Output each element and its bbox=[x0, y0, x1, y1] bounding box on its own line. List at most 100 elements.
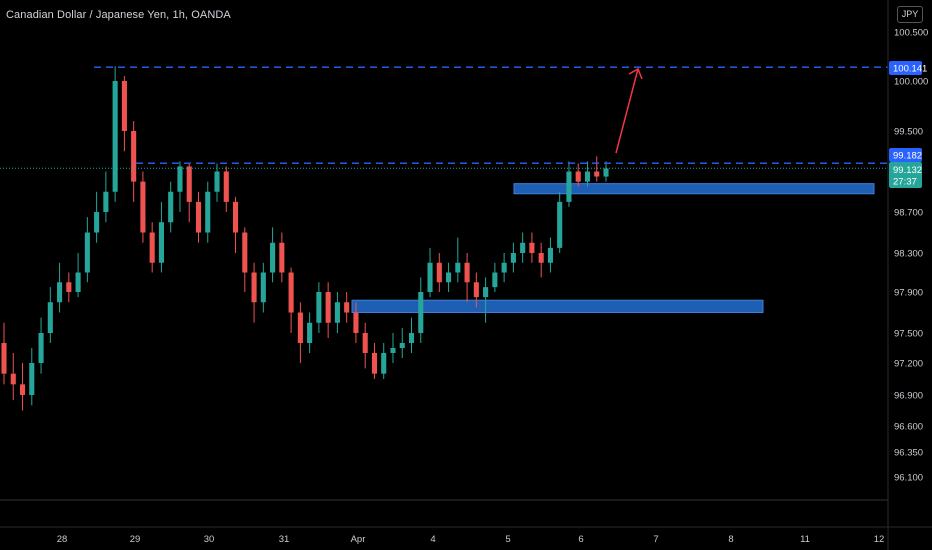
candle-body bbox=[103, 191, 109, 212]
candle-body bbox=[214, 171, 220, 192]
price-badges: 100.141 99.182 99.132 27:37 bbox=[889, 61, 927, 188]
candle-body bbox=[232, 201, 239, 233]
candle-body bbox=[279, 242, 285, 273]
candle-body bbox=[140, 181, 146, 233]
candle-body bbox=[38, 333, 44, 363]
candle-body bbox=[529, 242, 535, 253]
time-tick-label: 28 bbox=[57, 534, 68, 545]
time-tick-label: 11 bbox=[800, 534, 810, 545]
candle-body bbox=[584, 171, 591, 182]
red-arrow-annotation bbox=[615, 67, 643, 154]
candle-body bbox=[557, 201, 563, 248]
candle-body bbox=[29, 363, 35, 395]
candle-body bbox=[316, 292, 322, 323]
price-tick-label: 96.900 bbox=[894, 391, 923, 402]
candle-body bbox=[205, 191, 211, 233]
candle-body bbox=[538, 253, 544, 263]
price-tick-label: 100.000 bbox=[894, 77, 928, 88]
candle-body bbox=[510, 253, 516, 263]
price-tick-label: 97.900 bbox=[894, 288, 923, 299]
currency-button[interactable]: JPY bbox=[897, 6, 923, 23]
price-tick-label: 99.500 bbox=[894, 127, 923, 138]
candle-body bbox=[603, 168, 609, 177]
candle-body bbox=[94, 212, 100, 233]
candle-body bbox=[501, 262, 507, 273]
time-tick-label: 31 bbox=[279, 534, 290, 545]
candle-body bbox=[325, 292, 331, 323]
candle-body bbox=[223, 171, 229, 202]
candle-body bbox=[353, 312, 359, 333]
high-level-badge bbox=[889, 61, 922, 75]
candle-body bbox=[149, 232, 155, 263]
candle-body bbox=[307, 322, 313, 343]
resistance-level-badge-text: 99.182 bbox=[893, 151, 922, 162]
candle-body bbox=[334, 302, 340, 323]
candle-body bbox=[399, 343, 405, 348]
candle-body bbox=[186, 166, 192, 202]
candle-body bbox=[520, 242, 526, 253]
candle-body bbox=[408, 333, 415, 343]
candle-body bbox=[251, 272, 257, 303]
candle-body bbox=[418, 292, 424, 333]
candle-body bbox=[464, 262, 470, 283]
time-tick-label: 5 bbox=[505, 534, 510, 545]
price-tick-label: 97.200 bbox=[894, 359, 923, 370]
arrow-head bbox=[628, 67, 643, 80]
candle-body bbox=[242, 232, 248, 273]
candle-body bbox=[390, 348, 396, 353]
candle-body bbox=[158, 222, 164, 263]
candle-body bbox=[112, 81, 118, 192]
price-tick-label: 97.500 bbox=[894, 329, 923, 340]
candle-body bbox=[371, 353, 378, 374]
time-tick-label: 30 bbox=[204, 534, 215, 545]
candle-body bbox=[177, 166, 183, 192]
support-zone bbox=[351, 299, 764, 314]
candle-body bbox=[381, 353, 387, 374]
symbol-title: Canadian Dollar / Japanese Yen, 1h, OAND… bbox=[6, 9, 231, 21]
candle-body bbox=[195, 201, 202, 233]
high-level-badge-text: 100.141 bbox=[893, 64, 927, 75]
candle-body bbox=[427, 262, 433, 292]
price-tick-label: 100.500 bbox=[894, 28, 928, 39]
candle-body bbox=[446, 272, 452, 283]
time-tick-label: 7 bbox=[653, 534, 658, 545]
candle-body bbox=[566, 171, 572, 202]
price-tick-label: 96.350 bbox=[894, 448, 923, 459]
candle-body bbox=[19, 384, 26, 395]
candle-body bbox=[260, 272, 266, 303]
candle-body bbox=[362, 333, 368, 353]
candle-body bbox=[436, 262, 442, 283]
time-axis[interactable]: 28 29 30 31 Apr 4 5 6 7 8 11 12 bbox=[57, 534, 885, 545]
candle-body bbox=[297, 312, 303, 343]
level-lines bbox=[94, 66, 888, 164]
candle-body bbox=[121, 81, 127, 131]
candle-body bbox=[270, 242, 276, 273]
price-tick-label: 96.100 bbox=[894, 473, 923, 484]
candle-body bbox=[344, 302, 350, 313]
countdown-text: 27:37 bbox=[893, 177, 917, 188]
price-tick-label: 98.300 bbox=[894, 249, 923, 260]
candle-body bbox=[131, 131, 137, 182]
candle-body bbox=[84, 232, 90, 273]
candle-body bbox=[473, 282, 479, 298]
candle-body bbox=[483, 287, 489, 298]
resistance-level-badge bbox=[889, 148, 922, 162]
candle-body bbox=[547, 247, 553, 263]
candle-body bbox=[47, 302, 53, 333]
time-tick-label: Apr bbox=[351, 534, 366, 545]
candle-body bbox=[575, 171, 581, 182]
last-price-badge-text: 99.132 bbox=[893, 165, 922, 176]
candle-body bbox=[57, 282, 63, 303]
candle-body bbox=[10, 373, 16, 385]
price-tick-label: 98.700 bbox=[894, 208, 923, 219]
candle-body bbox=[288, 272, 294, 313]
time-tick-label: 4 bbox=[430, 534, 435, 545]
time-tick-label: 8 bbox=[728, 534, 733, 545]
candle-body bbox=[455, 262, 461, 273]
candlestick-series bbox=[1, 66, 609, 411]
arrow-shaft bbox=[615, 68, 639, 154]
time-tick-label: 6 bbox=[578, 534, 583, 545]
price-axis[interactable]: 100.500 100.000 99.500 98.700 98.300 97.900 97… bbox=[894, 28, 928, 484]
support-zone bbox=[513, 183, 875, 195]
